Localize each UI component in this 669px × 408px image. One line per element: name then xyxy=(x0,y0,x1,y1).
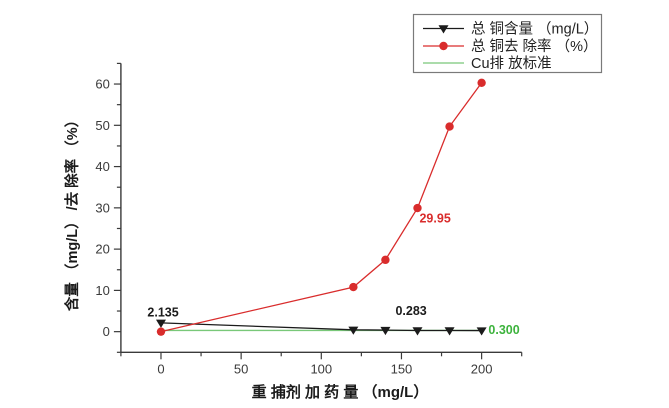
triangle-down-marker xyxy=(444,327,455,336)
series-line xyxy=(160,322,482,332)
triangle-down-marker xyxy=(380,326,391,336)
x-axis-ticks: 0 50 100 150 200 xyxy=(120,352,523,376)
x-tick-label: 200 xyxy=(471,361,493,376)
triangle-down-marker xyxy=(155,319,166,328)
annotation: 2.135 xyxy=(147,305,178,319)
y-tick-label: 40 xyxy=(95,159,109,174)
triangle-down-marker xyxy=(476,327,487,336)
x-tick-label: 50 xyxy=(234,361,248,376)
y-tick-label: 60 xyxy=(95,77,109,92)
circle-marker xyxy=(477,78,486,87)
y-axis-ticks: 0 10 20 30 40 50 60 xyxy=(95,62,121,353)
circle-marker xyxy=(413,203,422,213)
y-tick-label: 10 xyxy=(95,283,109,298)
legend-label: Cu排 放标准 xyxy=(471,55,552,72)
circle-marker xyxy=(156,327,166,336)
y-axis-title: 含量 （mg/L） /去 除率 （%） xyxy=(63,113,81,311)
triangle-down-marker xyxy=(412,327,423,336)
annotation: 0.283 xyxy=(395,304,426,318)
series-0 xyxy=(155,319,487,336)
legend-label: 总 铜去 除率 （%） xyxy=(471,38,597,55)
annotation: 0.300 xyxy=(488,323,519,337)
y-tick-label: 0 xyxy=(103,324,110,339)
y-tick-label: 50 xyxy=(95,118,109,133)
circle-marker xyxy=(439,41,448,51)
series-1 xyxy=(156,78,486,336)
x-tick-label: 0 xyxy=(157,361,164,376)
circle-marker xyxy=(445,122,454,131)
legend-label: 总 铜含量 （mg/L） xyxy=(471,21,598,38)
x-axis-title: 重 捕剂 加 药 量 （mg/L） xyxy=(252,383,429,401)
x-tick-label: 150 xyxy=(391,361,413,376)
y-tick-label: 30 xyxy=(95,200,109,215)
x-tick-label: 100 xyxy=(310,361,332,376)
circle-marker xyxy=(381,255,390,265)
triangle-down-marker xyxy=(348,326,359,335)
series-line xyxy=(160,82,483,333)
triangle-down-marker xyxy=(438,25,449,34)
legend: 总 铜含量 （mg/L）总 铜去 除率 （%）Cu排 放标准 xyxy=(412,13,603,74)
annotation: 29.95 xyxy=(419,212,450,226)
circle-marker xyxy=(349,282,358,292)
axes xyxy=(120,63,522,353)
y-tick-label: 20 xyxy=(95,242,109,257)
